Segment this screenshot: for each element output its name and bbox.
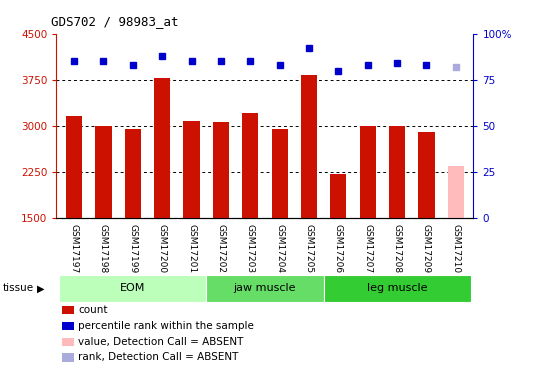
Bar bbox=[206, 275, 324, 302]
Text: GSM17200: GSM17200 bbox=[158, 224, 167, 273]
Text: leg muscle: leg muscle bbox=[367, 284, 427, 293]
Bar bbox=[448, 166, 464, 218]
Text: EOM: EOM bbox=[120, 284, 145, 293]
Text: GSM17203: GSM17203 bbox=[246, 224, 255, 273]
Text: GSM17197: GSM17197 bbox=[69, 224, 79, 273]
Text: GSM17208: GSM17208 bbox=[393, 224, 401, 273]
Bar bbox=[324, 275, 471, 302]
Bar bbox=[242, 113, 258, 218]
Text: count: count bbox=[78, 305, 108, 315]
Bar bbox=[330, 174, 346, 217]
Text: GSM17207: GSM17207 bbox=[363, 224, 372, 273]
Text: GSM17204: GSM17204 bbox=[275, 224, 284, 273]
Bar bbox=[213, 122, 229, 218]
Text: GSM17202: GSM17202 bbox=[216, 224, 225, 273]
Text: GSM17198: GSM17198 bbox=[99, 224, 108, 273]
Bar bbox=[419, 132, 435, 218]
Bar bbox=[301, 75, 317, 217]
Text: GSM17199: GSM17199 bbox=[129, 224, 137, 273]
Bar bbox=[154, 78, 170, 218]
Bar bbox=[59, 275, 206, 302]
Text: GDS702 / 98983_at: GDS702 / 98983_at bbox=[51, 15, 179, 28]
Text: value, Detection Call = ABSENT: value, Detection Call = ABSENT bbox=[78, 337, 243, 346]
Text: GSM17201: GSM17201 bbox=[187, 224, 196, 273]
Bar bbox=[125, 129, 141, 218]
Bar bbox=[272, 129, 288, 218]
Text: tissue: tissue bbox=[3, 284, 34, 293]
Text: percentile rank within the sample: percentile rank within the sample bbox=[78, 321, 254, 331]
Bar bbox=[389, 126, 405, 218]
Bar bbox=[95, 126, 111, 218]
Text: GSM17206: GSM17206 bbox=[334, 224, 343, 273]
Bar bbox=[66, 116, 82, 218]
Bar bbox=[360, 126, 376, 218]
Text: rank, Detection Call = ABSENT: rank, Detection Call = ABSENT bbox=[78, 352, 238, 362]
Text: ▶: ▶ bbox=[37, 284, 44, 293]
Text: jaw muscle: jaw muscle bbox=[233, 284, 296, 293]
Bar bbox=[183, 122, 200, 218]
Text: GSM17205: GSM17205 bbox=[305, 224, 314, 273]
Text: GSM17209: GSM17209 bbox=[422, 224, 431, 273]
Text: GSM17210: GSM17210 bbox=[451, 224, 461, 273]
